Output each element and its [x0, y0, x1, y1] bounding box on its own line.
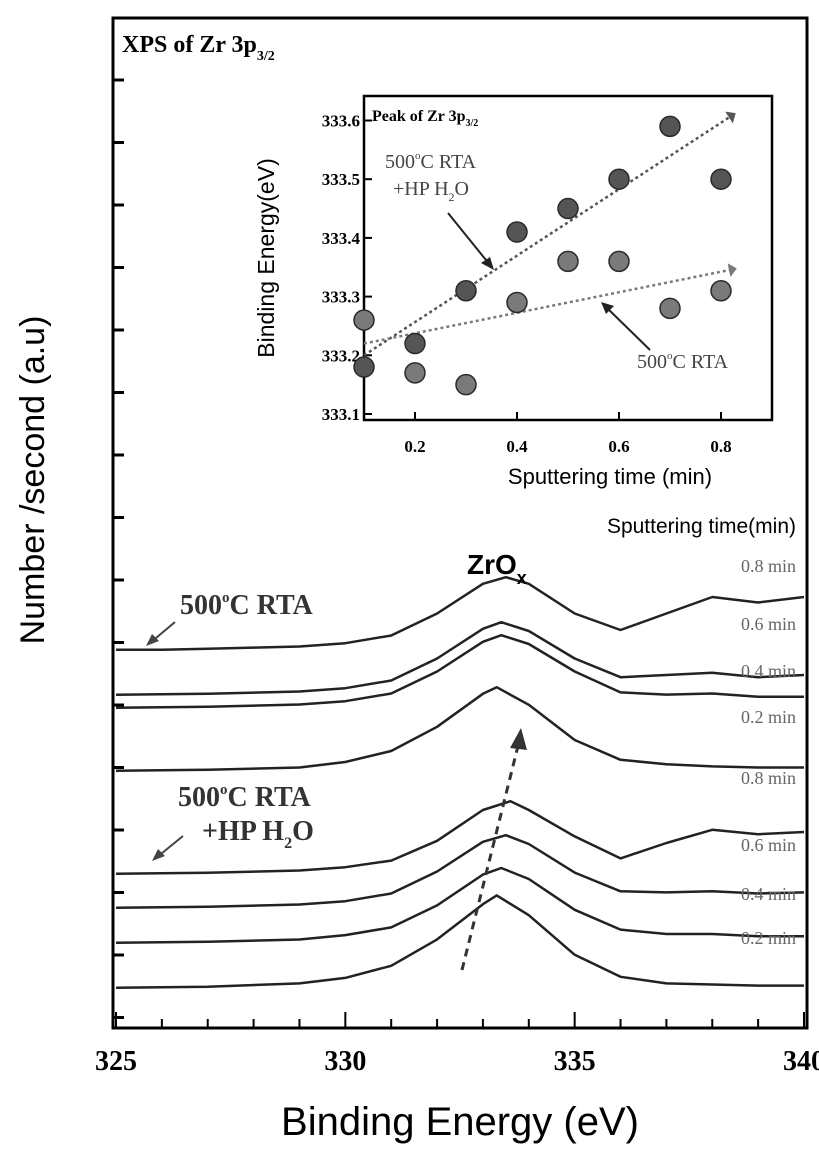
inset-trend-line [363, 116, 730, 357]
inset-y-axis-label: Binding Energy(eV) [253, 158, 279, 357]
inset-trend-arrowhead [727, 263, 737, 277]
inset-data-point [710, 279, 732, 302]
spectrum-label: 0.2 min [741, 928, 796, 948]
peak-shift-arrow [460, 728, 527, 971]
inset-data-point [404, 332, 426, 355]
inset-data-point [608, 250, 630, 273]
inset-data-point [404, 362, 426, 384]
main-x-axis-label: Binding Energy (eV) [281, 1100, 639, 1144]
spectrum-curve [115, 799, 805, 876]
main-x-tick-label: 335 [554, 1046, 596, 1077]
main-x-tick-label: 340 [783, 1046, 819, 1077]
group-label-rta: 500oC RTA [180, 590, 314, 621]
spectra-labels: 0.8 min 0.6 min 0.4 min 0.2 min 0.8 min 0.6 m… [741, 556, 796, 948]
group-label-rta-arrow [146, 621, 176, 646]
spectrum-label: 0.6 min [741, 614, 796, 634]
inset-x-tick-label: 0.6 [608, 437, 629, 456]
inset-frame [362, 94, 774, 422]
inset-y-tick-label: 333.1 [322, 405, 360, 424]
spectrum-curve [116, 575, 805, 652]
inset-y-tick-label: 333.2 [322, 346, 360, 365]
main-title: XPS of Zr 3p3/2 [122, 32, 275, 64]
spectrum-curve [115, 685, 804, 773]
inset-data-point [557, 197, 579, 220]
group-label-rta-hp-arrow [152, 835, 184, 861]
main-plot-frame [111, 16, 809, 1030]
main-x-tick-label: 330 [324, 1046, 366, 1077]
inset-title: Peak of Zr 3p3/2 [372, 108, 478, 129]
inset-data-point [455, 279, 477, 302]
spectrum-curve [115, 633, 804, 710]
inset-data-point [710, 168, 732, 190]
main-y-axis-label: Number /second (a.u) [14, 316, 52, 645]
inset-x-tick-label: 0.8 [710, 437, 731, 456]
peak-label: ZrOx [467, 549, 527, 588]
spectrum-curve [115, 620, 805, 697]
inset-data-point [608, 168, 630, 190]
spectrum-curve [115, 894, 804, 990]
inset-data-point [353, 356, 375, 378]
inset-data-point [353, 309, 375, 331]
main-x-ticks: 325 330 335 340 [95, 1012, 819, 1077]
spectrum-label: 0.6 min [741, 835, 796, 855]
spectrum-label: 0.8 min [741, 556, 796, 576]
inset-annot-rta-hp-line1: 500oC RTA [385, 150, 477, 173]
inset-annot-rta-arrow [601, 302, 651, 351]
inset-data-point [659, 297, 681, 320]
inset-annot-rta: 500oC RTA [637, 350, 729, 373]
main-x-tick-label: 325 [95, 1046, 137, 1077]
inset-data-point [659, 115, 681, 138]
inset-ticks: 333.1 333.2 333.3 333.4 333.5 333.6 0.2 0.4 0.6 0… [322, 112, 732, 457]
group-label-rta-hp-line2: +HP H2O [202, 816, 314, 852]
inset-trend-line [363, 268, 730, 345]
spectrum-curve [115, 833, 805, 910]
inset-data-point [557, 250, 579, 273]
inset-x-axis-label: Sputtering time (min) [508, 464, 712, 489]
inset-y-tick-label: 333.5 [322, 170, 360, 189]
inset-data-point [506, 291, 528, 314]
main-y-ticks [113, 78, 124, 1019]
inset-y-tick-label: 333.4 [322, 229, 361, 248]
inset-x-tick-label: 0.4 [506, 437, 528, 456]
spectrum-label: 0.2 min [741, 707, 796, 727]
sputtering-time-header: Sputtering time(min) [607, 515, 796, 538]
inset-points [353, 115, 732, 396]
inset-y-tick-label: 333.6 [322, 112, 360, 131]
spectrum-curve [115, 866, 804, 945]
inset-trend-arrowhead [725, 111, 736, 124]
inset-data-point [455, 373, 477, 396]
inset-annot-rta-hp-line2: +HP H2O [393, 178, 469, 204]
spectrum-label: 0.4 min [741, 661, 796, 681]
inset-data-point [506, 221, 528, 243]
inset-trend-arrows [363, 111, 737, 357]
inset-annot-rta-hp-arrow [447, 212, 494, 270]
spectrum-label: 0.8 min [741, 768, 796, 788]
group-label-rta-hp-line1: 500oC RTA [178, 782, 312, 813]
inset-y-tick-label: 333.3 [322, 288, 360, 307]
spectra-curves [115, 575, 805, 990]
inset-x-tick-label: 0.2 [404, 437, 425, 456]
spectrum-label: 0.4 min [741, 884, 796, 904]
